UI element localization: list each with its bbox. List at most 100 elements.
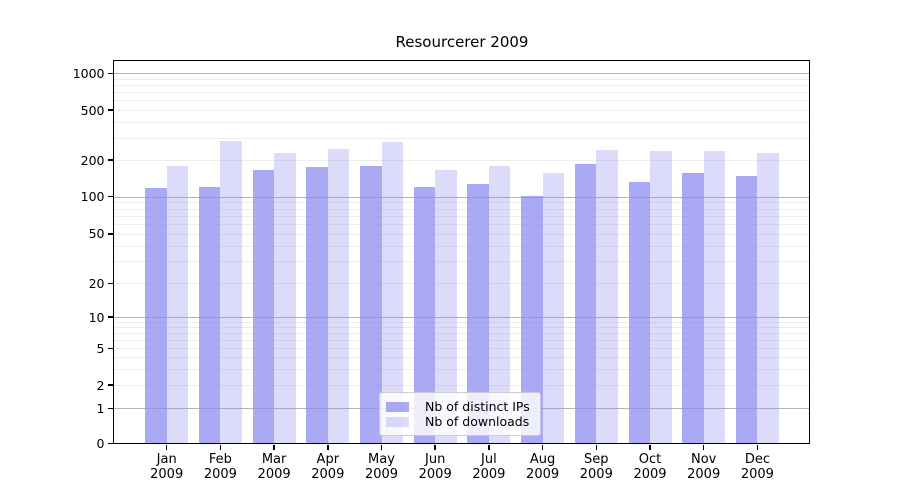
gridline-600 <box>113 100 810 102</box>
x-tick-label-nov: Nov 2009 <box>687 452 721 482</box>
bar-downloads-oct <box>650 151 672 444</box>
gridline-500 <box>113 110 810 111</box>
x-tick-label-jun: Jun 2009 <box>418 452 452 482</box>
y-tick-10 <box>107 316 113 318</box>
x-tick-label-feb: Feb 2009 <box>203 452 237 482</box>
gridline-4 <box>113 357 810 359</box>
bar-distinct-ips-nov <box>682 172 704 444</box>
x-tick-label-oct: Oct 2009 <box>633 452 667 482</box>
bar-distinct-ips-feb <box>198 187 221 444</box>
y-tick-2 <box>107 384 113 386</box>
y-tick-label-200: 200 <box>80 152 105 168</box>
chart-title: Resourcerer 2009 <box>395 33 529 51</box>
gridline-8 <box>113 327 810 329</box>
legend-swatch-downloads <box>386 416 409 427</box>
gridline-9 <box>113 321 810 323</box>
y-tick-500 <box>107 109 113 111</box>
y-tick-label-1: 1 <box>96 400 105 416</box>
x-tick-aug <box>541 444 544 450</box>
y-tick-label-2: 2 <box>96 377 105 393</box>
plot-frame <box>113 60 810 444</box>
y-tick-1000 <box>107 72 113 75</box>
legend-item-downloads: Nb of downloads <box>386 414 532 429</box>
gridline-60 <box>113 224 810 226</box>
gridline-900 <box>113 78 810 80</box>
bar-distinct-ips-jul <box>467 183 489 444</box>
bar-distinct-ips-sep <box>574 163 597 444</box>
bar-distinct-ips-jun <box>413 187 436 444</box>
bar-downloads-mar <box>274 153 296 444</box>
x-tick-oct <box>649 444 651 450</box>
gridline-90 <box>113 202 810 204</box>
gridline-200 <box>113 160 810 161</box>
y-tick-label-20: 20 <box>88 275 105 291</box>
x-tick-may <box>380 444 383 450</box>
y-tick-20 <box>107 282 113 285</box>
gridline-40 <box>113 245 810 247</box>
x-tick-label-jan: Jan 2009 <box>150 452 184 482</box>
gridline-5 <box>113 348 810 350</box>
legend-label-downloads: Nb of downloads <box>425 414 530 429</box>
x-tick-apr <box>327 444 329 450</box>
gridline-70 <box>113 215 810 217</box>
bar-downloads-jan <box>166 165 189 444</box>
bar-distinct-ips-apr <box>306 167 328 444</box>
gridline-50 <box>113 233 810 235</box>
gridline-80 <box>113 208 810 210</box>
bar-downloads-may <box>381 142 403 444</box>
y-tick-label-1000: 1000 <box>72 65 105 81</box>
legend-swatch-distinct-ips <box>386 401 409 412</box>
y-tick-200 <box>107 159 113 161</box>
gridline-10 <box>113 317 810 318</box>
gridline-400 <box>113 122 810 124</box>
x-tick-jul <box>488 444 490 450</box>
bar-distinct-ips-jan <box>145 187 167 444</box>
bar-distinct-ips-oct <box>628 182 650 444</box>
y-tick-1 <box>107 407 113 410</box>
x-tick-feb <box>219 444 222 450</box>
legend: Nb of distinct IPs Nb of downloads <box>379 392 541 436</box>
x-tick-label-may: May 2009 <box>364 452 399 482</box>
gridline-30 <box>113 261 810 263</box>
gridline-6 <box>113 340 810 342</box>
x-tick-label-aug: Aug 2009 <box>526 452 560 482</box>
gridline-2 <box>113 385 810 386</box>
bar-distinct-ips-aug <box>521 195 543 444</box>
x-tick-dec <box>756 444 759 450</box>
bar-distinct-ips-dec <box>735 176 758 444</box>
bar-downloads-dec <box>757 153 779 444</box>
x-tick-sep <box>595 444 598 450</box>
x-tick-label-dec: Dec 2009 <box>740 452 774 482</box>
y-tick-label-500: 500 <box>80 102 105 118</box>
y-tick-label-5: 5 <box>96 340 105 356</box>
bar-distinct-ips-mar <box>252 170 275 444</box>
gridline-1000 <box>113 73 810 75</box>
x-tick-label-jul: Jul 2009 <box>472 452 506 482</box>
gridline-20 <box>113 283 810 285</box>
y-tick-label-100: 100 <box>80 189 105 205</box>
x-tick-jun <box>434 444 436 450</box>
bar-downloads-nov <box>703 150 726 444</box>
x-tick-label-mar: Mar 2009 <box>257 452 291 482</box>
bar-distinct-ips-may <box>360 166 382 444</box>
gridline-3 <box>113 368 810 370</box>
x-tick-mar <box>273 444 275 450</box>
bar-downloads-apr <box>327 148 350 444</box>
bar-downloads-jul <box>488 166 511 444</box>
y-tick-label-10: 10 <box>88 309 105 325</box>
bar-downloads-aug <box>542 173 565 444</box>
y-tick-50 <box>107 233 113 235</box>
x-tick-label-apr: Apr 2009 <box>311 452 345 482</box>
legend-item-distinct-ips: Nb of distinct IPs <box>386 399 532 414</box>
y-tick-0 <box>107 442 113 445</box>
x-tick-nov <box>702 444 705 450</box>
y-tick-5 <box>107 347 113 350</box>
gridline-7 <box>113 333 810 335</box>
gridline-800 <box>113 85 810 87</box>
bar-downloads-sep <box>596 150 618 444</box>
y-tick-label-0: 0 <box>96 436 105 451</box>
y-tick-100 <box>107 195 113 198</box>
gridline-100 <box>113 196 810 198</box>
legend-label-distinct-ips: Nb of distinct IPs <box>425 399 530 414</box>
